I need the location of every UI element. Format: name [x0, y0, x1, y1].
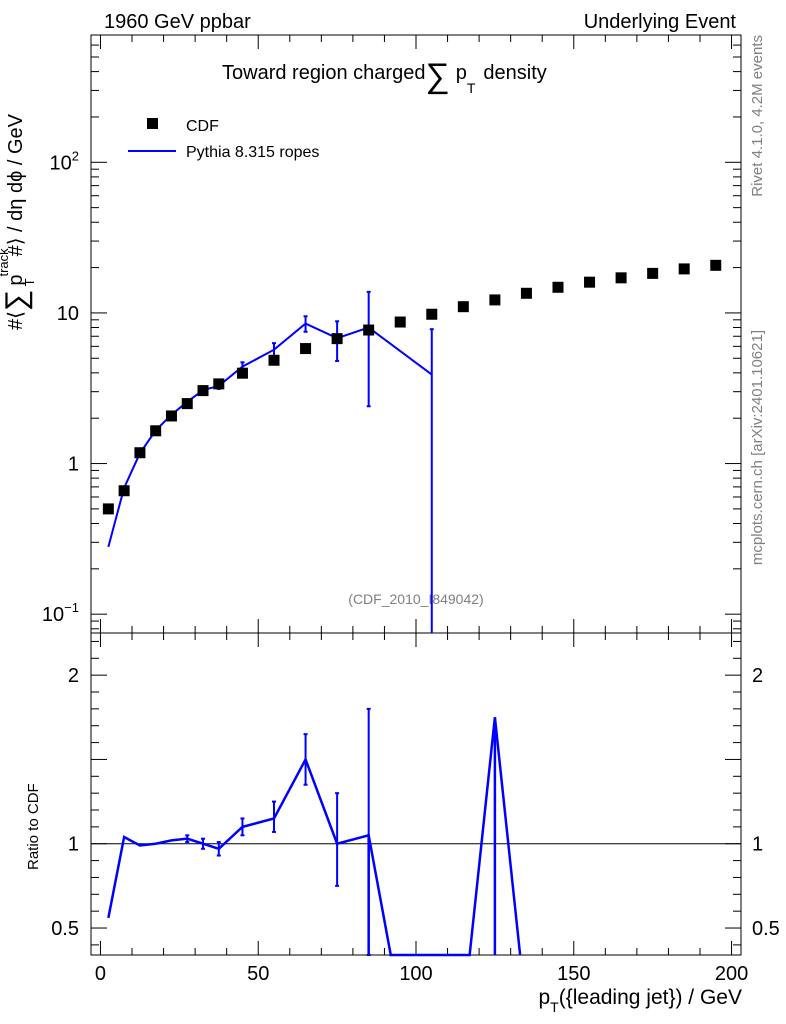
title-sub: T: [467, 80, 476, 96]
title-post: density: [483, 62, 546, 84]
cdf-data-point: [710, 259, 722, 271]
ylabel-sum: ∑: [0, 290, 33, 311]
cdf-data-point: [236, 367, 248, 379]
ratio-series-line: [107, 717, 522, 957]
cdf-data-point: [150, 425, 162, 437]
ratio-tick-label-right: 2: [752, 665, 763, 687]
y-tick-base: 10: [57, 303, 79, 325]
xlabel-sub: T: [550, 999, 559, 1015]
cdf-data-point: [647, 267, 659, 279]
cdf-data-point: [584, 276, 596, 288]
main-y-axis-label: #⟨∑ ptrack T #⟩ / dη dϕ / GeV: [0, 113, 37, 330]
title-p: p: [456, 62, 467, 84]
header-right: Underlying Event: [584, 11, 737, 33]
x-tick-label: 200: [715, 963, 748, 985]
ratio-tick-label: 2: [68, 665, 79, 687]
ratio-data-layer: [107, 707, 522, 957]
rivet-label: Rivet 4.1.0, 4.2M events: [749, 35, 766, 197]
cdf-data-point: [165, 410, 177, 422]
legend: CDF Pythia 8.315 ropes: [128, 118, 319, 161]
x-tick-label: 100: [399, 963, 432, 985]
y-tick-exponent: 2: [72, 148, 79, 163]
ratio-tick-label: 0.5: [51, 918, 79, 940]
cdf-data-point: [102, 503, 114, 515]
main-data-layer: [102, 259, 722, 633]
cdf-data-point: [181, 398, 193, 410]
legend-data-marker: [147, 118, 158, 129]
xlabel-post: ({leading jet}) / GeV: [559, 986, 742, 1009]
cdf-data-point: [118, 485, 130, 497]
x-tick-label: 50: [247, 963, 269, 985]
y-tick-label: 102: [50, 148, 79, 174]
cdf-data-point: [457, 301, 469, 313]
ylabel-p: p: [5, 275, 27, 286]
x-tick-label: 0: [95, 963, 106, 985]
cdf-data-point: [615, 272, 627, 284]
ratio-tick-label-right: 0.5: [752, 918, 780, 940]
y-tick-label: 10−1: [42, 600, 79, 626]
header-left: 1960 GeV ppbar: [104, 11, 251, 33]
plot-title: Toward region charged∑ pTdensity: [222, 57, 547, 96]
ratio-y-axis-label: Ratio to CDF: [25, 783, 42, 870]
ylabel-sup: track: [0, 248, 11, 277]
ratio-tick-label: 1: [68, 834, 79, 856]
ylabel-sub: T: [22, 278, 37, 286]
ratio-plot-frame: [90, 632, 742, 956]
y-tick-base: 1: [68, 454, 79, 476]
cdf-data-point: [197, 385, 209, 397]
ylabel-post: #⟩ / dη dϕ / GeV: [5, 113, 27, 256]
ratio-axis-ticks: 0.5 0.5 1 1 2 2: [51, 640, 780, 946]
y-tick-base: 10: [42, 604, 64, 626]
x-axis-label: pT({leading jet}) / GeV: [538, 986, 742, 1015]
cdf-data-point: [213, 378, 225, 390]
cdf-data-point: [300, 343, 312, 355]
cdf-data-point: [268, 354, 280, 366]
x-axis-ticks: 0 50 100 150 200: [95, 35, 748, 985]
cdf-data-point: [134, 447, 146, 459]
y-tick-exponent: −1: [64, 600, 79, 615]
x-tick-label: 150: [557, 963, 590, 985]
title-text: Toward region charged: [222, 62, 425, 84]
title-sum-symbol: ∑: [425, 57, 449, 95]
ratio-tick-label-right: 1: [752, 834, 763, 856]
cdf-data-point: [552, 281, 564, 293]
ylabel-pre: #⟨: [5, 311, 27, 330]
analysis-watermark: (CDF_2010_I849042): [348, 591, 483, 607]
mcplots-label: mcplots.cern.ch [arXiv:2401.10621]: [749, 330, 766, 565]
cdf-data-point: [520, 287, 532, 299]
cdf-data-point: [489, 294, 501, 306]
cdf-data-point: [363, 324, 375, 336]
cdf-data-point: [426, 308, 438, 320]
y-tick-label: 1: [68, 454, 79, 476]
cdf-data-point: [331, 333, 343, 345]
y-tick-base: 10: [50, 152, 72, 174]
legend-data-label: CDF: [186, 118, 219, 135]
xlabel-p: p: [538, 986, 550, 1009]
y-tick-label: 10: [57, 303, 79, 325]
cdf-data-point: [678, 263, 690, 275]
cdf-data-point: [394, 316, 406, 328]
legend-mc-label: Pythia 8.315 ropes: [186, 144, 319, 161]
